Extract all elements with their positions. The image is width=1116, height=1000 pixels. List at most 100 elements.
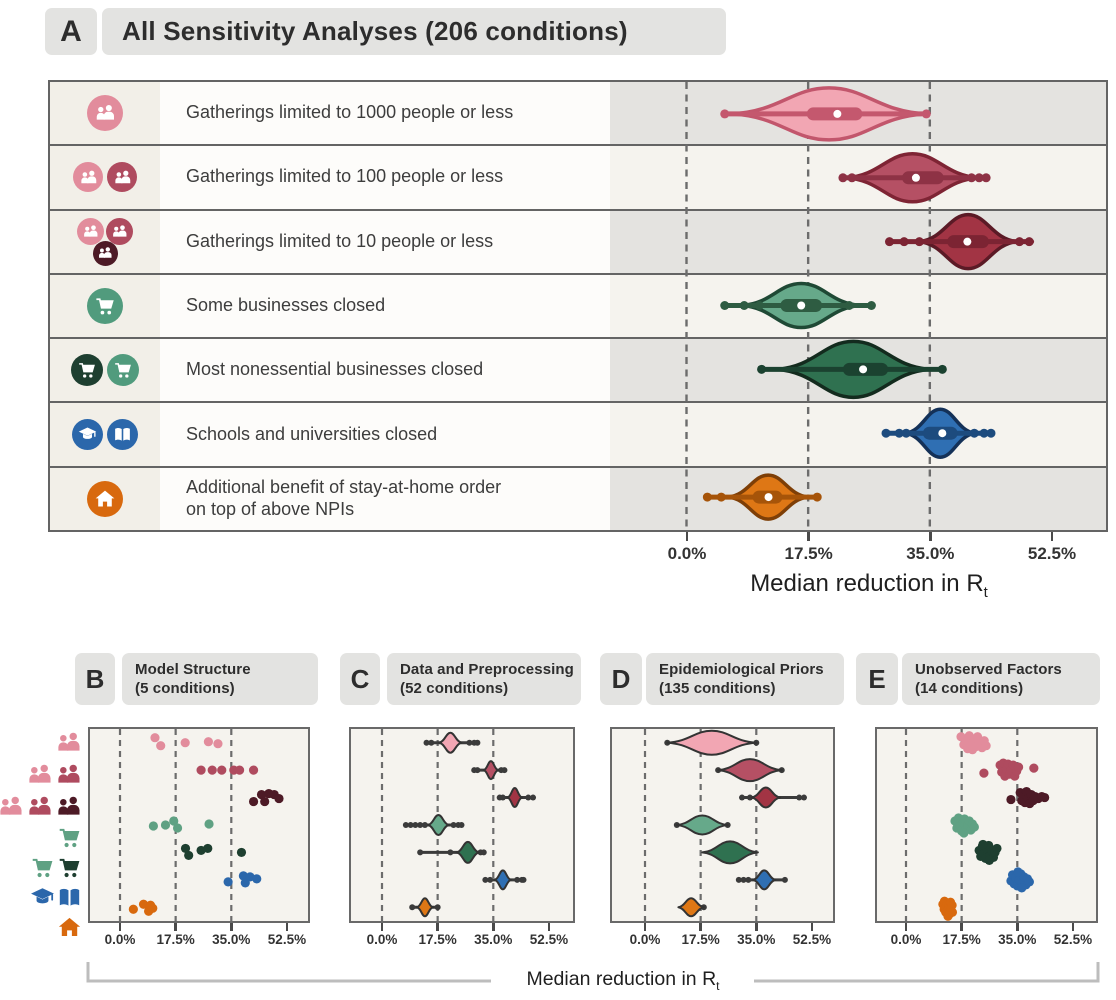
- violin-shape: [677, 897, 705, 918]
- bottom-axis-title: Median reduction in Rt: [495, 968, 751, 993]
- panel-e-letter: E: [856, 653, 898, 705]
- whisker-dot: [487, 876, 494, 883]
- side-icons-most-businesses: [0, 855, 86, 885]
- axis-tick: [285, 923, 289, 931]
- scatter-dot: [217, 765, 227, 775]
- category-circle-icon: [73, 162, 103, 193]
- scatter-row-some-businesses: [148, 816, 214, 833]
- axis-tick: [118, 923, 122, 931]
- scatter-row-gatherings-10: [248, 788, 284, 807]
- scatter-row-stay-home: [128, 899, 158, 916]
- scatter-dot: [1013, 867, 1023, 877]
- category-icon-column: [0, 729, 86, 937]
- whisker-dot: [480, 849, 487, 856]
- panel-c-svg: [380, 729, 537, 921]
- scatter-dot: [1013, 762, 1024, 772]
- scatter-dot: [992, 843, 1002, 854]
- category-plot-band: [610, 339, 1106, 402]
- axis-tick-label: 0.0%: [104, 932, 136, 947]
- people-icon: [58, 764, 80, 783]
- scatter-row-schools: [223, 871, 262, 888]
- side-icon-holder: [57, 915, 82, 945]
- scatter-dot: [236, 847, 247, 858]
- whisker-dot: [407, 821, 414, 828]
- category-circle-icon: [72, 419, 103, 451]
- whisker-dot: [409, 904, 416, 911]
- axis-tick-label: 17.5%: [418, 932, 457, 947]
- side-icons-gatherings-100: [0, 761, 86, 793]
- people-icon: [80, 170, 96, 184]
- scatter-row-schools: [1006, 867, 1034, 893]
- whisker-dot: [450, 821, 457, 828]
- violin-shape: [415, 897, 434, 918]
- violin-row-gatherings-1000: [664, 729, 760, 756]
- axis-tick-label: 35.0%: [906, 544, 955, 563]
- whisker-dot: [501, 767, 508, 774]
- violin-shape: [506, 787, 523, 809]
- whisker-dot: [745, 876, 752, 883]
- scatter-dot: [180, 738, 190, 748]
- violin-shape: [717, 758, 783, 783]
- scatter-row-gatherings-10: [1006, 786, 1050, 809]
- axis-tick-label: 52.5%: [1027, 544, 1077, 563]
- panel-a-axis-title: Median reduction in Rt: [669, 570, 1069, 601]
- category-label: Most nonessential businesses closed: [160, 339, 610, 402]
- axis-tick: [960, 923, 963, 931]
- axis-tick-label: 0.0%: [890, 932, 922, 947]
- panel-a-row-most-businesses: Most nonessential businesses closed: [50, 337, 1106, 402]
- title-line: Model Structure (5 conditions): [135, 660, 251, 698]
- scatter-dot: [260, 796, 270, 807]
- axis-tick: [380, 923, 384, 931]
- panel-c-title: Data and Preprocessing (52 conditions): [387, 653, 581, 705]
- scatter-dot: [148, 903, 158, 913]
- axis-tick-label: 0.0%: [629, 932, 661, 947]
- violin-shape: [427, 813, 450, 836]
- violin-shape: [752, 869, 777, 891]
- axis-tick-label: 0.0%: [366, 932, 398, 947]
- axis-tick: [1050, 532, 1054, 541]
- scatter-dot: [204, 819, 214, 829]
- panel-a-row-gatherings-100: Gatherings limited to 100 people or less: [50, 144, 1106, 209]
- whisker-dot: [474, 767, 481, 774]
- scatter-dot: [947, 900, 957, 910]
- category-label: Gatherings limited to 1000 people or les…: [160, 82, 610, 145]
- category-circle-icon: [107, 162, 137, 193]
- title-line: Epidemiological Priors (135 conditions): [659, 660, 824, 698]
- side-icon-holder: [55, 761, 82, 793]
- whisker-dot: [428, 739, 435, 746]
- scatter-row-gatherings-1000: [150, 733, 223, 751]
- panel-c-plot: [349, 727, 575, 923]
- category-circle-icon: [77, 217, 104, 245]
- people-icon: [99, 247, 112, 259]
- whisker-dot: [417, 849, 424, 856]
- panel-d-letter: D: [600, 653, 642, 705]
- scatter-dot: [223, 877, 233, 887]
- category-icons-cell: [50, 82, 160, 145]
- panel-d-svg: [643, 729, 807, 921]
- side-icon-holder: [0, 793, 24, 825]
- category-circle-icon: [87, 95, 123, 132]
- scatter-dot: [959, 828, 969, 838]
- axis-tick-label: 35.0%: [474, 932, 513, 947]
- house-icon: [58, 917, 81, 937]
- violin-row-schools: [482, 869, 527, 891]
- whisker-dot: [781, 876, 788, 883]
- whisker-dot: [525, 794, 532, 801]
- scatter-dot: [172, 823, 183, 833]
- axis-tick: [904, 923, 908, 931]
- scatter-row-some-businesses: [950, 813, 979, 838]
- category-plot-band: [610, 274, 1106, 338]
- category-label: Some businesses closed: [160, 274, 610, 338]
- violin-shape: [750, 786, 782, 809]
- violin-row-some-businesses: [673, 814, 731, 836]
- scatter-dot: [128, 904, 138, 914]
- whisker-dot: [466, 739, 473, 746]
- violin-row-gatherings-1000: [423, 731, 481, 754]
- category-circle-icon: [87, 480, 123, 517]
- scatter-dot: [979, 768, 989, 778]
- scatter-dot: [156, 741, 166, 751]
- whisker-dot: [402, 821, 409, 828]
- side-icon-holder: [55, 729, 82, 761]
- people-icon: [58, 796, 80, 815]
- whisker-dot: [735, 876, 742, 883]
